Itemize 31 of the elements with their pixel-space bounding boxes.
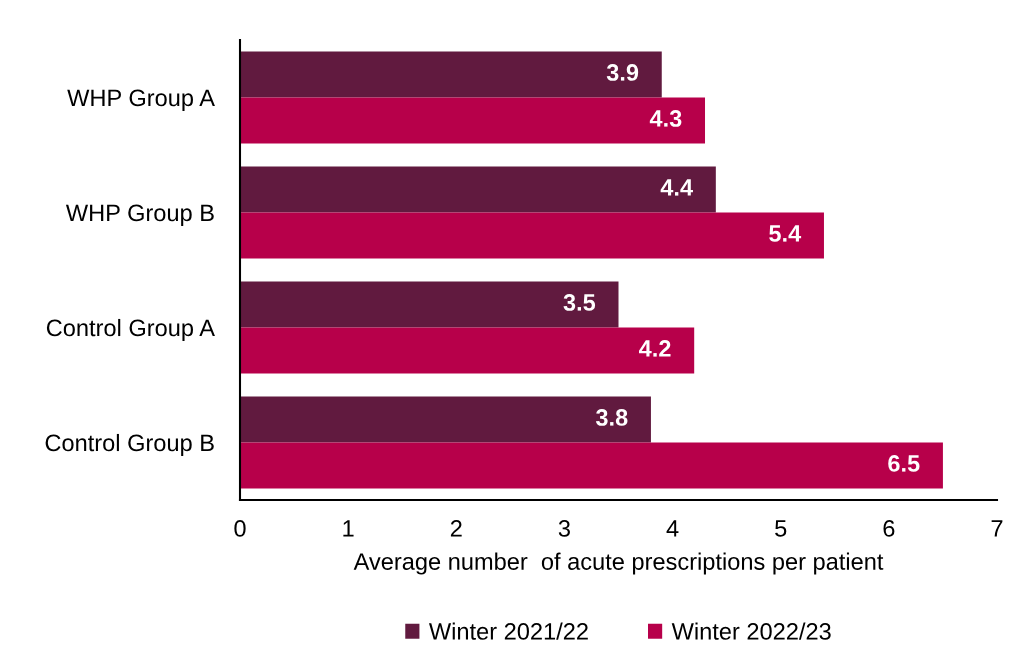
x-tick-label: 4 <box>666 520 679 537</box>
bar <box>240 212 824 259</box>
data-label: 5.4 <box>769 225 802 242</box>
data-label: 6.5 <box>888 455 920 472</box>
data-label: 3.5 <box>563 294 596 311</box>
bar <box>240 327 695 374</box>
bar <box>240 396 651 443</box>
x-tick-label: 0 <box>234 520 246 537</box>
bar <box>240 51 662 98</box>
x-tick-label: 1 <box>343 520 354 537</box>
data-label: 4.2 <box>639 340 671 357</box>
data-label: 4.3 <box>649 110 682 127</box>
x-tick-label: 3 <box>558 520 570 537</box>
y-tick-label: Control Group B <box>45 433 214 456</box>
y-tick-label: Control Group A <box>46 318 215 341</box>
bar <box>240 97 706 144</box>
data-label: 4.4 <box>660 179 693 196</box>
x-tick-label: 6 <box>883 520 895 537</box>
y-tick-label: WHP Group A <box>67 89 215 111</box>
x-tick-label: 5 <box>775 520 787 537</box>
legend-label: Winter 2021/22 <box>428 622 588 640</box>
x-tick-label: 2 <box>450 520 462 537</box>
x-axis-title: Average number of acute prescriptions per patient <box>353 552 884 575</box>
bar <box>240 442 943 489</box>
y-tick-label: WHP Group B <box>65 204 214 226</box>
bar <box>240 281 619 328</box>
data-label: 3.9 <box>606 64 639 81</box>
x-tick-label: 7 <box>991 520 1003 537</box>
bar <box>240 166 716 213</box>
legend-label: Winter 2022/23 <box>671 622 831 640</box>
data-label: 3.8 <box>595 409 628 426</box>
